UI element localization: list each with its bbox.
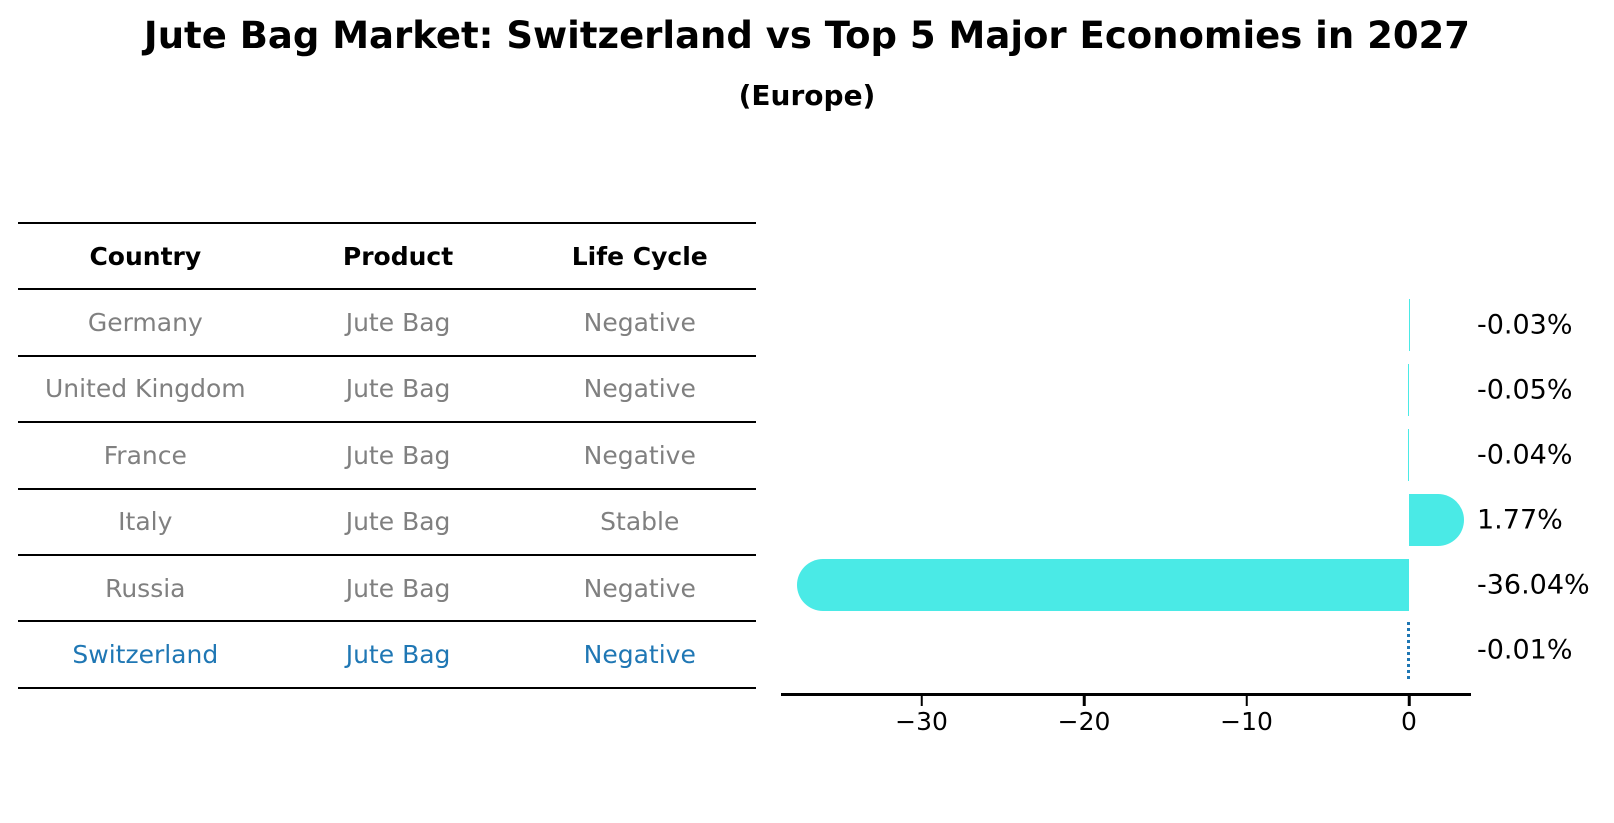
bar-united-kingdom — [1408, 364, 1409, 416]
table-header-row: Country Product Life Cycle — [18, 224, 756, 291]
x-axis-tick-label: 0 — [1401, 707, 1417, 736]
table-row-switzerland: Switzerland Jute Bag Negative — [18, 622, 756, 689]
cell-product: Jute Bag — [345, 374, 451, 404]
x-axis-tick-label: −10 — [1220, 707, 1273, 736]
cell-life-cycle: Negative — [583, 308, 696, 338]
cell-life-cycle: Negative — [583, 573, 696, 603]
chart-subtitle: (Europe) — [738, 79, 876, 112]
cell-country: Russia — [105, 573, 186, 603]
highlight-dotted-zero-line — [1406, 622, 1410, 679]
bar-value-label-united-kingdom: -0.05% — [1477, 374, 1573, 406]
column-header-life-cycle: Life Cycle — [571, 241, 708, 271]
x-axis-tick — [1407, 695, 1411, 706]
cell-product: Jute Bag — [345, 440, 451, 470]
cell-product: Jute Bag — [345, 308, 451, 338]
bar-russia — [797, 559, 1409, 611]
column-header-product: Product — [342, 241, 454, 271]
bar-value-label-italy: 1.77% — [1477, 504, 1563, 536]
cell-product: Jute Bag — [345, 573, 451, 603]
cell-country: Germany — [87, 308, 203, 338]
bar-france — [1408, 429, 1409, 481]
bar-value-label-germany: -0.03% — [1477, 309, 1573, 341]
table-row: Russia Jute Bag Negative — [18, 556, 756, 623]
column-header-country: Country — [89, 241, 202, 271]
chart-title: Jute Bag Market: Switzerland vs Top 5 Ma… — [143, 14, 1471, 57]
x-axis-tick-label: −20 — [1057, 707, 1111, 736]
bar-value-label-france: -0.04% — [1477, 439, 1573, 471]
bar-value-label-switzerland: -0.01% — [1477, 634, 1573, 666]
cell-product: Jute Bag — [345, 507, 451, 537]
table-row: Germany Jute Bag Negative — [18, 290, 756, 357]
cell-life-cycle: Negative — [583, 374, 696, 404]
bar-value-label-russia: -36.04% — [1477, 569, 1590, 601]
cell-product: Jute Bag — [345, 640, 451, 670]
cell-country: France — [103, 440, 187, 470]
x-axis-tick — [1245, 695, 1248, 706]
table-row: United Kingdom Jute Bag Negative — [18, 357, 756, 424]
cell-life-cycle: Stable — [600, 507, 680, 537]
table-row: Italy Jute Bag Stable — [18, 490, 756, 556]
country-table: Country Product Life Cycle Germany Jute … — [18, 222, 756, 689]
cell-life-cycle: Negative — [583, 640, 696, 670]
x-axis-line — [781, 693, 1471, 696]
table-row: France Jute Bag Negative — [18, 423, 756, 490]
x-axis-tick — [1082, 695, 1086, 706]
cell-country: Switzerland — [72, 640, 219, 670]
x-axis-tick — [920, 695, 923, 706]
cell-country: Italy — [118, 507, 173, 537]
bar-italy — [1409, 494, 1464, 546]
cell-country: United Kingdom — [44, 374, 246, 404]
cell-life-cycle: Negative — [583, 440, 696, 470]
x-axis-tick-label: −30 — [895, 707, 948, 736]
